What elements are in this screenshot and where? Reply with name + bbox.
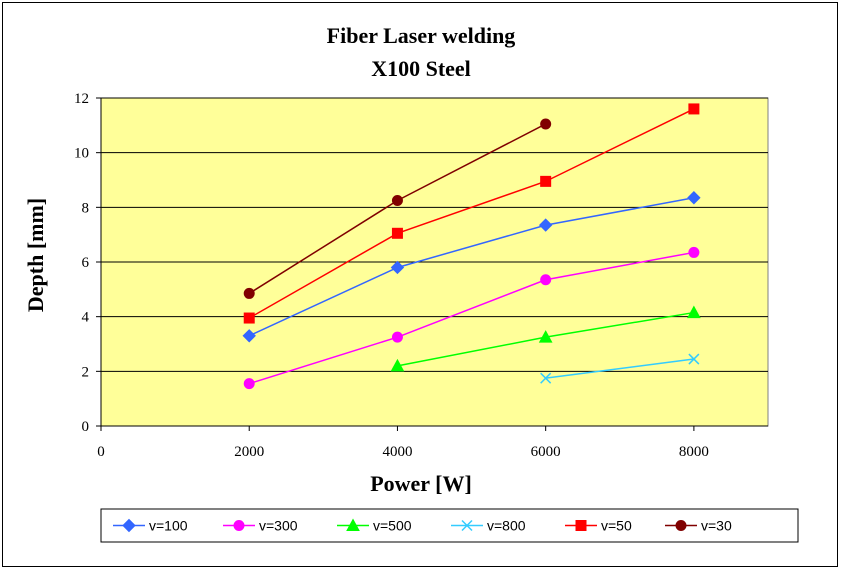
series-v-300-point [391,331,403,343]
y-tick-label: 2 [82,364,90,380]
x-axis-title: Power [W] [370,471,472,496]
y-tick-label: 6 [82,255,90,271]
chart: Fiber Laser welding X100 Steel Power [W]… [23,23,799,543]
series-v-50-line [248,108,695,319]
legend-label: v=500 [373,518,412,534]
series-v-500-point [538,330,553,343]
legend-swatch-marker [575,520,587,531]
series-v-50-point [391,227,403,239]
series-v-50-point [540,175,552,187]
series-v-30-point [243,287,255,299]
x-tick-label: 8000 [679,444,709,460]
series-v-300-point [243,378,255,390]
legend-label: v=50 [601,518,632,534]
x-tick-label: 0 [97,444,105,460]
legend-swatch-marker [346,518,360,531]
series-v-300-point [540,274,552,286]
series-v-800-point [688,353,700,365]
plot-area: 0 2 4 6 8 10 12 0 2000 4000 6000 8000 [74,91,769,460]
series-v-50-point [243,312,255,324]
series-v-500-point [687,305,701,319]
legend-label: v=30 [701,518,732,534]
y-tick-label: 10 [74,146,89,162]
legend-swatch-marker [675,520,687,531]
chart-subtitle: X100 Steel [371,56,471,81]
series-v-30-point [540,118,552,130]
y-tick-label: 4 [82,310,90,326]
legend-label: v=300 [259,518,298,534]
legend-swatch-marker [461,519,473,532]
legend-label: v=800 [487,518,526,534]
y-axis-title: Depth [mm] [23,198,48,312]
x-tick-label: 2000 [234,444,264,460]
series-v-50-point [688,103,700,115]
y-tick-label: 8 [82,200,90,216]
series-v-800-point [540,372,552,384]
x-tick-label: 4000 [382,444,412,460]
chart-title: Fiber Laser welding [327,23,516,48]
series-v-800-line [545,358,694,379]
series-v-500-point [390,358,405,372]
series-v-100-point [390,260,405,275]
y-tick-label: 0 [82,419,90,435]
legend: v=100 v=300 v=500 v=800 v=50 v=30 [100,508,799,543]
series-v-100-line [248,197,695,337]
series-v-300-point [688,246,700,258]
series-v-100-point [687,191,701,205]
series-v-100-point [538,218,553,232]
y-tick-label: 12 [74,91,89,107]
series-v-300-line [248,251,695,385]
legend-swatch-marker [233,520,245,531]
series-v-30-point [391,195,403,206]
legend-label: v=100 [149,518,188,534]
legend-swatch-marker [122,518,136,533]
series-v-100-point [242,329,256,343]
x-tick-label: 6000 [531,444,561,460]
